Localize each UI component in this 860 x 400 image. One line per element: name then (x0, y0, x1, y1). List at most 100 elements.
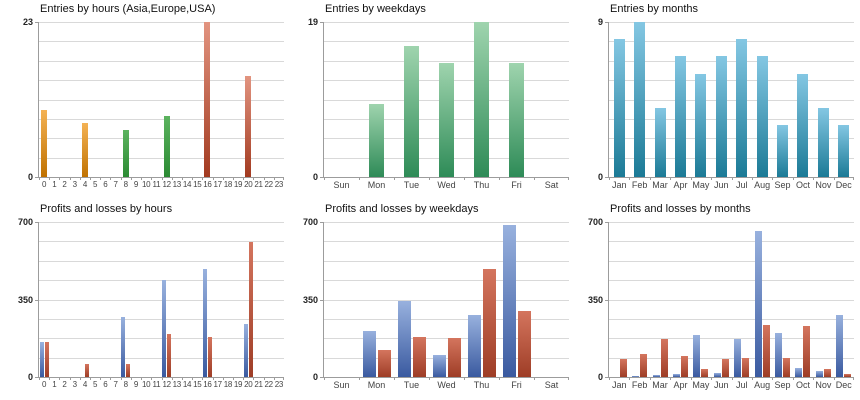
x-axis-tick (141, 377, 143, 380)
gridline (609, 157, 854, 159)
x-axis-label: Nov (815, 380, 832, 390)
gridline (609, 138, 854, 140)
bar-Wed (439, 62, 454, 177)
bar-losses-Jun (721, 359, 729, 377)
x-axis-tick (130, 377, 132, 380)
x-axis-tick (629, 177, 631, 180)
bar-losses-Mon (377, 350, 391, 377)
x-axis-label: 23 (274, 180, 284, 189)
x-axis-tick (690, 177, 692, 180)
x-axis-label: Sat (544, 380, 559, 390)
entries-by-hours-chart: Entries by hours (Asia,Europe,USA) 0 23 0 1… (0, 0, 285, 200)
x-axis-label: 19 (233, 380, 243, 389)
x-axis-tick (711, 177, 713, 180)
x-axis-tick (534, 377, 535, 380)
y-axis-label: 0 (27, 372, 33, 382)
x-axis-tick (110, 177, 112, 180)
x-axis-label: Jun (714, 380, 729, 390)
x-axis-label: 4 (82, 180, 87, 189)
x-axis-label: 6 (103, 380, 108, 389)
gridline (609, 338, 854, 340)
x-axis-tick (69, 177, 71, 180)
bar-Mon (369, 103, 384, 177)
x-axis-label: 2 (62, 380, 67, 389)
bar-profits-Sep (775, 332, 783, 377)
x-axis-label: 10 (142, 180, 151, 189)
bar-Dec (838, 125, 850, 177)
y-axis-label: 0 (597, 172, 603, 182)
gridline (609, 357, 854, 359)
bar-losses-Thu (482, 268, 496, 377)
x-axis-label: 18 (223, 380, 233, 389)
gridline (609, 222, 854, 223)
x-axis-tick (813, 377, 815, 380)
bar-profits-Mon (362, 330, 376, 377)
x-axis-tick (181, 377, 183, 380)
bar-losses-0 (44, 341, 49, 377)
y-axis-tick (320, 222, 324, 223)
gridline (324, 222, 569, 223)
x-axis-tick (464, 377, 465, 380)
x-axis-tick (609, 177, 610, 180)
bar-profits-0 (39, 341, 44, 377)
x-axis-tick (130, 177, 132, 180)
bar-20 (245, 75, 252, 177)
x-axis-label: Apr (673, 180, 688, 190)
x-axis-tick (429, 377, 430, 380)
x-axis-label: 5 (93, 180, 98, 189)
x-axis-tick (568, 377, 569, 380)
bar-Feb (634, 22, 646, 177)
bar-profits-Feb (632, 375, 640, 377)
gridline (609, 280, 854, 282)
x-axis-tick (813, 177, 815, 180)
x-axis-label: 5 (93, 380, 98, 389)
gridline (39, 260, 284, 262)
y-axis-label: 700 (17, 217, 33, 227)
x-axis-tick (202, 377, 204, 380)
x-axis-tick (263, 177, 265, 180)
x-axis-tick (171, 377, 173, 380)
x-axis-tick (39, 377, 40, 380)
x-axis-tick (171, 177, 173, 180)
x-axis-label: 10 (142, 380, 151, 389)
gridline (609, 99, 854, 101)
x-axis-tick (792, 377, 794, 380)
x-axis-tick (792, 177, 794, 180)
x-axis-label: 21 (254, 180, 263, 189)
y-axis-label: 700 (302, 217, 318, 227)
bar-profits-20 (243, 323, 248, 377)
x-axis-label: 8 (123, 380, 128, 389)
x-axis-tick (731, 377, 733, 380)
plot-area: 0 350 700 0 1 2 3 4 5 6 7 8 9 10 11 12 13 14 15 16 17 18 19 20 2… (18, 217, 284, 389)
x-axis-tick (141, 177, 143, 180)
x-axis-label: Fri (511, 380, 522, 390)
y-axis-label: 0 (27, 172, 33, 182)
gridline (324, 260, 569, 262)
gridline (39, 222, 284, 223)
bar-profits-May (693, 334, 701, 377)
bar-profits-Tue (397, 300, 411, 377)
x-axis-label: Sun (333, 180, 350, 190)
x-axis-label: Apr (673, 380, 688, 390)
x-axis-label: Jan (611, 380, 627, 390)
x-axis-label: 12 (162, 380, 171, 389)
bar-losses-16 (207, 337, 212, 377)
x-axis-label: 15 (193, 380, 202, 389)
x-axis-tick (833, 377, 835, 380)
bar-losses-May (701, 369, 709, 377)
x-axis-tick (161, 377, 163, 380)
x-axis-tick (192, 377, 194, 380)
bar-losses-Jan (619, 359, 627, 377)
bar-Thu (474, 22, 489, 177)
x-axis-label: 18 (223, 180, 233, 189)
chart-title: Profits and losses by hours (40, 203, 173, 215)
y-axis-label: 350 (587, 294, 603, 305)
y-axis-label: 9 (597, 17, 603, 27)
x-axis-label: 16 (203, 380, 212, 389)
x-axis-tick (711, 377, 713, 380)
bar-losses-Fri (517, 310, 531, 377)
gridline (609, 241, 854, 243)
x-axis-label: 13 (172, 380, 182, 389)
bar-losses-Aug (762, 324, 770, 377)
gridline (609, 299, 854, 301)
